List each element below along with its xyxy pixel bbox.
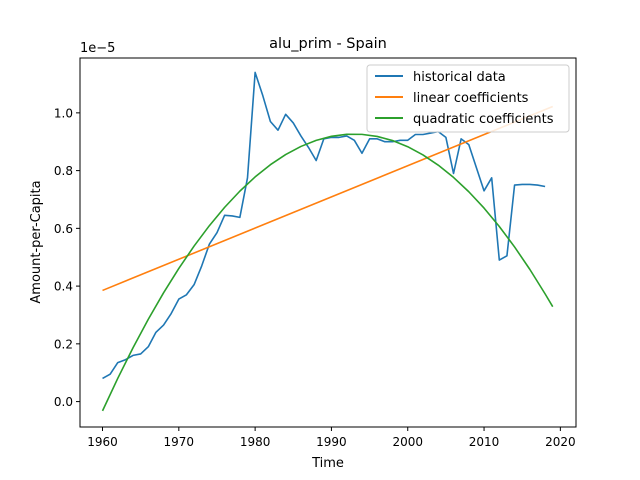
y-tick-label: 1.0	[54, 106, 73, 120]
legend-label-linear: linear coefficients	[413, 91, 529, 106]
x-axis-label: Time	[311, 456, 344, 471]
x-tick-label: 2000	[392, 435, 423, 449]
legend-label-quadratic: quadratic coefficients	[413, 112, 554, 127]
x-tick-label: 1960	[87, 435, 118, 449]
x-tick-label: 1990	[316, 435, 347, 449]
x-tick-label: 1970	[164, 435, 195, 449]
series-line-quadratic	[101, 133, 554, 412]
legend-label-historical: historical data	[413, 70, 506, 85]
y-tick-label: 0.4	[54, 280, 73, 294]
axis-offset-label: 1e−5	[80, 41, 115, 56]
y-axis-label: Amount-per-Capita	[29, 180, 44, 303]
x-axis: 1960 1970 1980 1990 2000 2010 2020	[87, 427, 576, 449]
legend: historical data linear coefficients quad…	[366, 64, 570, 133]
series-line-linear	[102, 105, 554, 292]
series-layer	[101, 71, 554, 412]
y-tick-label: 0.2	[54, 337, 73, 351]
y-tick-label: 0.6	[54, 222, 73, 236]
x-tick-label: 2010	[469, 435, 500, 449]
legend-box	[366, 64, 570, 133]
chart-title: alu_prim - Spain	[269, 36, 387, 52]
y-tick-label: 0.8	[54, 164, 73, 178]
y-tick-label: 0.0	[54, 395, 73, 409]
plot-frame	[79, 57, 577, 428]
y-axis: 0.0 0.2 0.4 0.6 0.8 1.0	[54, 106, 80, 409]
x-tick-label: 1980	[240, 435, 271, 449]
x-tick-label: 2020	[545, 435, 576, 449]
